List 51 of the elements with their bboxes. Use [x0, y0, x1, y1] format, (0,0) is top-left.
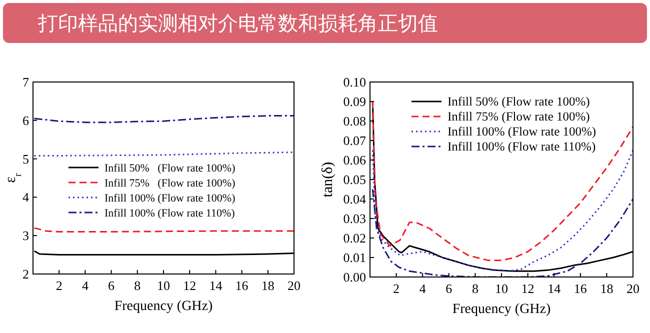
legend-label: Infill 75% (Flow rate 100%)	[104, 178, 236, 190]
x-tick-label: 18	[600, 281, 614, 296]
y-tick-label: 0.04	[343, 192, 366, 206]
y-tick-label: 6	[22, 112, 30, 128]
x-tick-label: 6	[108, 278, 116, 293]
y-tick-label: 3	[22, 228, 29, 244]
y-tick-label: 0.10	[343, 74, 366, 90]
y-tick-label: 0.07	[343, 133, 366, 148]
y-tick-label: 0.08	[343, 114, 366, 128]
legend-label: Infill 75% (Flow rate 100%)	[448, 110, 590, 124]
x-tick-label: 2	[56, 278, 62, 293]
x-tick-label: 10	[495, 281, 508, 296]
y-tick-label: 4	[22, 190, 30, 205]
y-axis-title: tan(δ)	[320, 162, 336, 198]
y-tick-label: 0.05	[343, 172, 366, 187]
y-tick-label: 7	[22, 74, 30, 90]
legend-label: Infill 100% (Flow rate 100%)	[448, 124, 596, 138]
x-tick-label: 14	[548, 281, 562, 296]
y-tick-label: 0.01	[343, 250, 366, 265]
x-tick-label: 18	[261, 278, 274, 293]
x-tick-label: 16	[574, 281, 588, 296]
x-tick-label: 8	[472, 281, 478, 296]
x-tick-label: 10	[157, 278, 170, 293]
x-tick-label: 20	[626, 281, 640, 296]
x-tick-label: 8	[134, 278, 141, 293]
legend-label: Infill 50% (Flow rate 100%)	[448, 94, 590, 108]
line-series	[34, 115, 294, 124]
legend-label: Infill 100% (Flow rate 110%)	[104, 208, 236, 220]
x-tick-label: 20	[288, 278, 300, 293]
y-tick-label: 0.00	[343, 270, 366, 284]
y-tick-label: 0.02	[343, 230, 366, 246]
x-tick-label: 16	[235, 278, 249, 293]
y-tick-label: 0.09	[343, 94, 366, 109]
title-banner: 打印样品的实测相对介电常数和损耗角正切值	[3, 3, 647, 43]
x-tick-label: 12	[183, 278, 196, 293]
y-tick-label: 5	[22, 151, 29, 166]
chart-title: 打印样品的实测相对介电常数和损耗角正切值	[37, 11, 438, 35]
x-tick-label: 12	[521, 281, 534, 296]
x-tick-label: 4	[82, 278, 89, 293]
x-axis-title: Frequency (GHz)	[452, 302, 552, 317]
y-tick-label: 0.03	[343, 211, 366, 226]
x-tick-label: 14	[209, 278, 223, 293]
x-tick-label: 4	[419, 281, 426, 296]
legend-label: Infill 100% (Flow rate 110%)	[448, 140, 596, 154]
x-tick-label: 6	[446, 281, 453, 296]
y-tick-label: 2	[22, 266, 29, 282]
x-tick-label: 2	[393, 281, 400, 296]
legend-label: Infill 50% (Flow rate 100%)	[104, 162, 236, 174]
y-tick-label: 0.06	[343, 152, 366, 168]
x-axis-title: Frequency (GHz)	[114, 299, 214, 314]
legend-label: Infill 100% (Flow rate 100%)	[104, 192, 236, 204]
